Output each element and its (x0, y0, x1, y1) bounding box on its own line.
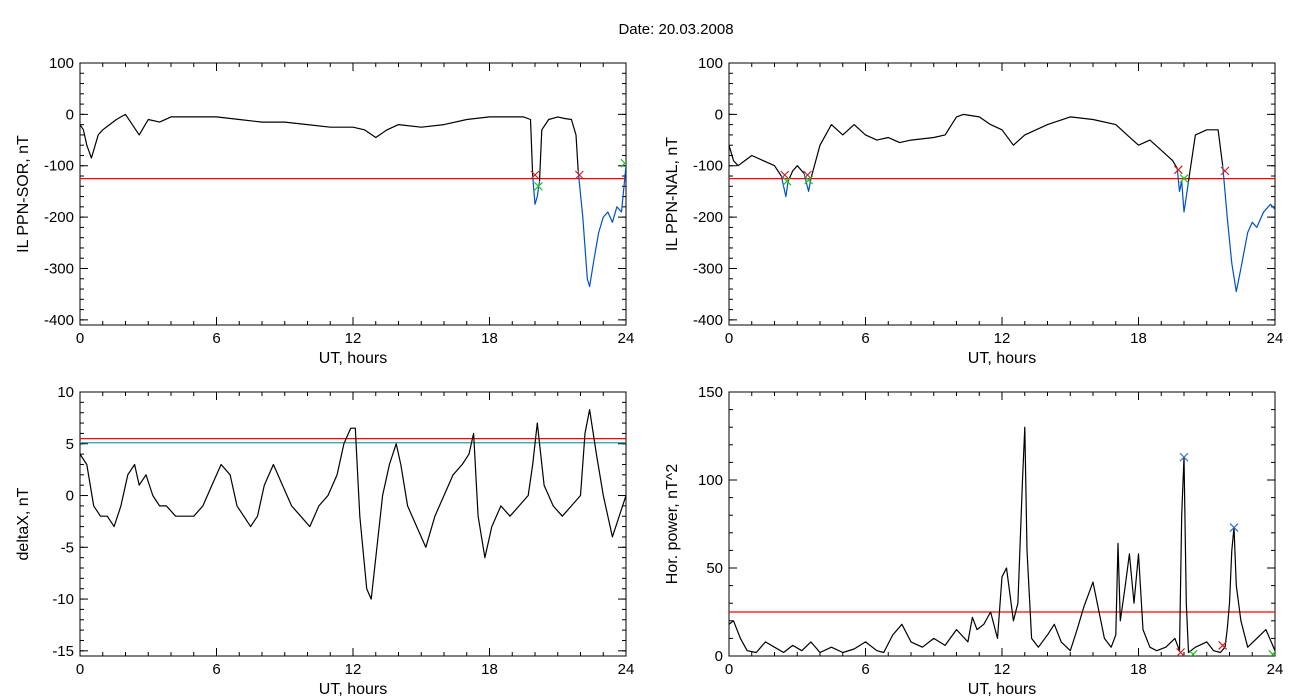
x-tick-label: 24 (1267, 330, 1284, 347)
y-tick-label: 100 (698, 55, 723, 72)
series-line-2 (780, 175, 789, 198)
series-line-4 (803, 173, 812, 192)
x-tick-label: 12 (345, 661, 362, 678)
y-tick-label: -400 (44, 312, 74, 329)
x-marker (803, 170, 812, 180)
x-marker (1229, 523, 1239, 532)
y-tick-label: -10 (52, 591, 74, 608)
x-tick-label: 18 (1130, 661, 1147, 678)
y-tick-label: 0 (715, 106, 723, 123)
y-tick-label: 50 (706, 560, 723, 577)
x-marker (1179, 174, 1189, 184)
series-line-1 (729, 145, 782, 177)
x-axis-label: UT, hours (968, 681, 1036, 698)
x-tick-label: 0 (76, 330, 84, 347)
y-axis-label: IL PPN-SOR, nT (15, 135, 32, 253)
y-tick-label: 0 (66, 106, 74, 123)
figure-title: Date: 20.03.2008 (618, 21, 733, 38)
series-line-6 (1176, 168, 1190, 213)
series-line-4 (577, 165, 626, 288)
x-marker (574, 170, 584, 180)
x-tick-label: 12 (994, 330, 1011, 347)
y-tick-label: 100 (698, 472, 723, 489)
x-marker (1173, 165, 1183, 175)
series-line-5 (810, 113, 1178, 179)
series-line-3 (538, 116, 579, 182)
series-line-1 (729, 426, 1275, 654)
y-axis-label: Hor. power, nT^2 (664, 464, 681, 585)
series-line-1 (80, 113, 534, 177)
x-marker (1176, 648, 1186, 656)
x-tick-label: 24 (618, 330, 635, 347)
y-tick-label: -100 (693, 158, 723, 175)
x-axis-label: UT, hours (968, 350, 1036, 367)
x-marker (1220, 166, 1230, 176)
x-tick-label: 6 (212, 330, 220, 347)
chart-panel-2: 0 6 12 18 24 100 0 -100 -200 -300 -400 UT, hours IL … (664, 55, 1283, 367)
y-tick-label: 5 (66, 436, 74, 453)
x-marker (804, 175, 814, 185)
y-tick-label: -400 (693, 312, 723, 329)
x-tick-label: 0 (725, 330, 733, 347)
x-tick-label: 24 (618, 661, 635, 678)
x-tick-label: 6 (861, 330, 869, 347)
x-tick-label: 24 (1267, 661, 1284, 678)
y-tick-label: -300 (693, 260, 723, 277)
y-tick-label: -300 (44, 260, 74, 277)
chart-panel-4: 0 6 12 18 24 150 100 50 0 UT, hours Hor. power, nT… (664, 384, 1283, 698)
x-marker (1218, 641, 1228, 650)
plot-area (80, 409, 626, 600)
x-tick-label: 18 (481, 661, 498, 678)
x-tick-label: 12 (994, 661, 1011, 678)
y-axis-label: deltaX, nT (15, 487, 32, 560)
plot-frame (79, 62, 627, 326)
y-tick-label: 10 (57, 384, 74, 401)
x-marker (782, 176, 792, 186)
series-line-8 (1222, 165, 1275, 293)
y-tick-label: -200 (693, 209, 723, 226)
x-tick-label: 12 (345, 330, 362, 347)
plot-frame (728, 62, 1276, 326)
x-axis-label: UT, hours (319, 681, 387, 698)
plot-frame (728, 391, 1276, 657)
x-marker (530, 170, 540, 180)
chart-panel-1: 0 6 12 18 24 100 0 -100 -200 -300 -400 UT, hours IL … (15, 55, 634, 367)
plot-area (729, 113, 1275, 293)
x-marker (533, 181, 543, 191)
x-marker (1179, 452, 1189, 462)
x-tick-label: 18 (1130, 330, 1147, 347)
y-tick-label: 0 (715, 648, 723, 665)
x-marker (780, 170, 790, 180)
y-tick-label: 0 (66, 488, 74, 505)
plot-area (729, 426, 1275, 656)
x-tick-label: 6 (212, 661, 220, 678)
x-tick-label: 18 (481, 330, 498, 347)
x-marker (1188, 649, 1198, 656)
y-axis-label: IL PPN-NAL, nT (664, 137, 681, 251)
x-marker (1268, 649, 1275, 656)
series-line-3 (787, 165, 805, 182)
y-tick-label: -100 (44, 158, 74, 175)
y-tick-label: 150 (698, 384, 723, 401)
y-tick-label: -200 (44, 209, 74, 226)
x-axis-label: UT, hours (319, 350, 387, 367)
plot-frame (79, 391, 627, 657)
chart-panel-3: 0 6 12 18 24 10 5 0 -5 -10 -15 UT, hours deltaX, nT (15, 384, 634, 698)
x-marker (620, 158, 626, 168)
series-line-2 (532, 175, 541, 205)
y-tick-label: -5 (61, 539, 74, 556)
y-tick-label: 100 (49, 55, 74, 72)
x-tick-label: 6 (861, 661, 869, 678)
series-line-1 (80, 409, 626, 600)
x-tick-label: 0 (725, 661, 733, 678)
x-tick-label: 0 (76, 661, 84, 678)
series-line-7 (1187, 129, 1224, 182)
y-tick-label: -15 (52, 643, 74, 660)
plot-area (80, 113, 626, 288)
